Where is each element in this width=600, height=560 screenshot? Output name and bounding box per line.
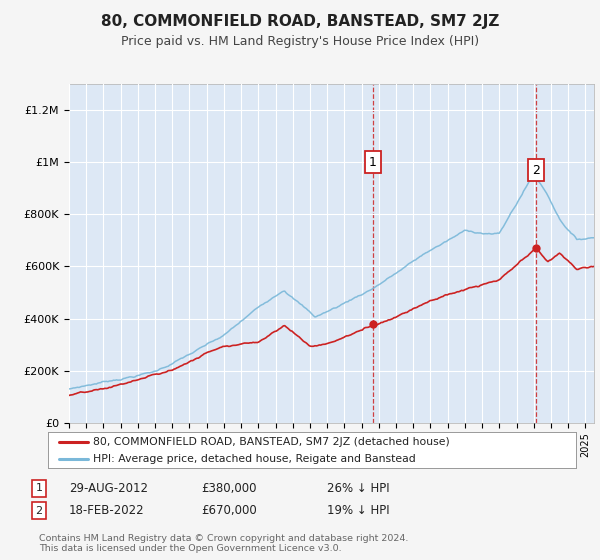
- Text: 2: 2: [532, 164, 540, 176]
- Text: 1: 1: [35, 483, 43, 493]
- Text: 80, COMMONFIELD ROAD, BANSTEAD, SM7 2JZ: 80, COMMONFIELD ROAD, BANSTEAD, SM7 2JZ: [101, 14, 499, 29]
- Text: 19% ↓ HPI: 19% ↓ HPI: [327, 504, 389, 517]
- Text: 2: 2: [35, 506, 43, 516]
- Text: 1: 1: [369, 156, 377, 169]
- Text: 80, COMMONFIELD ROAD, BANSTEAD, SM7 2JZ (detached house): 80, COMMONFIELD ROAD, BANSTEAD, SM7 2JZ …: [93, 437, 449, 447]
- Text: Price paid vs. HM Land Registry's House Price Index (HPI): Price paid vs. HM Land Registry's House …: [121, 35, 479, 48]
- Text: 29-AUG-2012: 29-AUG-2012: [69, 482, 148, 495]
- Text: 18-FEB-2022: 18-FEB-2022: [69, 504, 145, 517]
- Text: £670,000: £670,000: [201, 504, 257, 517]
- Text: HPI: Average price, detached house, Reigate and Banstead: HPI: Average price, detached house, Reig…: [93, 454, 416, 464]
- Text: Contains HM Land Registry data © Crown copyright and database right 2024.
This d: Contains HM Land Registry data © Crown c…: [39, 534, 409, 553]
- Text: 26% ↓ HPI: 26% ↓ HPI: [327, 482, 389, 495]
- Text: £380,000: £380,000: [201, 482, 257, 495]
